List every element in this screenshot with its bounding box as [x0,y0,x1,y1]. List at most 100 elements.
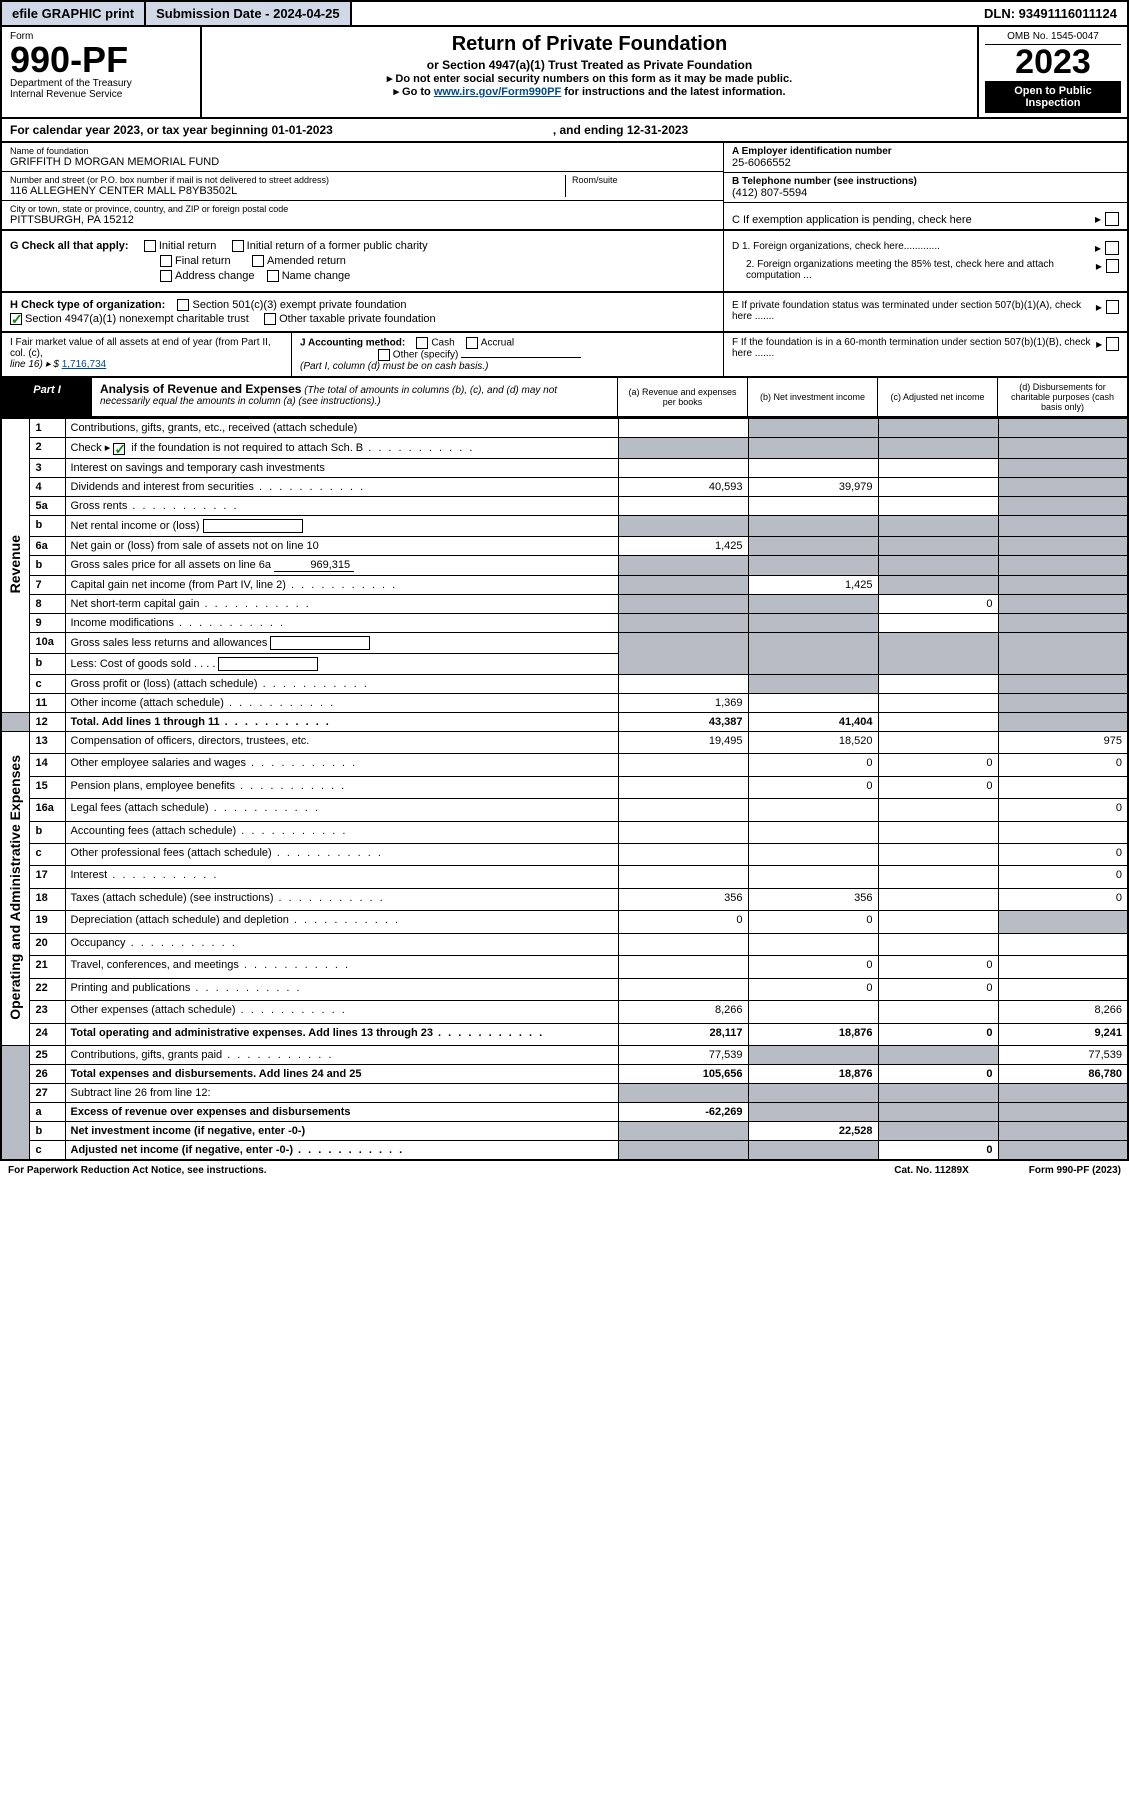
table-row: 21 Travel, conferences, and meetings 0 0 [1,956,1128,978]
h-other-checkbox[interactable] [264,313,276,325]
cell-d: 0 [998,866,1128,888]
g-amended-checkbox[interactable] [252,255,264,267]
table-row: 6a Net gain or (loss) from sale of asset… [1,536,1128,555]
table-row: 9 Income modifications [1,613,1128,632]
d1-checkbox[interactable] [1105,241,1119,255]
foundation-name-label: Name of foundation [10,146,715,156]
col-d-header: (d) Disbursements for charitable purpose… [997,378,1127,416]
d2-checkbox[interactable] [1106,259,1119,273]
subtitle3-pre: ▸ Go to [393,86,433,98]
line-desc: Other income (attach schedule) [65,693,618,712]
g-initial-former-checkbox[interactable] [232,240,244,252]
h-opt2-label: Section 4947(a)(1) nonexempt charitable … [25,313,249,325]
j-accrual-checkbox[interactable] [466,337,478,349]
cell-c [878,496,998,515]
g-final-return-checkbox[interactable] [160,255,172,267]
fmv-value-link[interactable]: 1,716,734 [62,359,107,370]
h-501c3-checkbox[interactable] [177,299,189,311]
line-desc: Other professional fees (attach schedule… [65,843,618,865]
cell-c [878,799,998,821]
cell-d [998,632,1128,674]
table-row: b Net investment income (if negative, en… [1,1122,1128,1141]
j-accrual-label: Accrual [481,338,514,349]
part-1-table: Revenue 1 Contributions, gifts, grants, … [0,418,1129,1161]
cell-b [748,1084,878,1103]
line-number: c [29,674,65,693]
open-to-public-badge: Open to Public Inspection [985,81,1121,113]
cell-b: 0 [748,754,878,776]
irs-link[interactable]: www.irs.gov/Form990PF [434,86,561,98]
c-checkbox[interactable] [1105,212,1119,226]
expenses-section-label: Operating and Administrative Expenses [1,731,29,1046]
cell-b: 22,528 [748,1122,878,1141]
section-f: F If the foundation is in a 60-month ter… [723,333,1127,376]
j-other-checkbox[interactable] [378,349,390,361]
table-row: 25 Contributions, gifts, grants paid 77,… [1,1046,1128,1065]
line-number: 2 [29,438,65,458]
cell-c [878,1103,998,1122]
cell-c: 0 [878,776,998,798]
table-row: 22 Printing and publications 0 0 [1,978,1128,1000]
e-checkbox[interactable] [1106,300,1119,314]
form-title-block: Return of Private Foundation or Section … [202,27,977,117]
line-number: c [29,1141,65,1161]
table-row: b Accounting fees (attach schedule) [1,821,1128,843]
cell-a: 8,266 [618,1001,748,1023]
cell-c [878,911,998,933]
cell-a [618,933,748,955]
inline-value: 969,315 [274,559,354,572]
cell-d [998,1122,1128,1141]
blank-vlabel [1,712,29,731]
section-h-e: H Check type of organization: Section 50… [0,293,1129,333]
table-row: 12 Total. Add lines 1 through 11 43,387 … [1,712,1128,731]
table-row: 16a Legal fees (attach schedule) 0 [1,799,1128,821]
line-desc: Capital gain net income (from Part IV, l… [65,575,618,594]
cell-a [618,555,748,575]
line-desc: Interest on savings and temporary cash i… [65,458,618,477]
cell-d [998,1084,1128,1103]
cell-a [618,594,748,613]
cell-b [748,843,878,865]
table-row: 20 Occupancy [1,933,1128,955]
cell-a: 19,495 [618,731,748,753]
table-row: Operating and Administrative Expenses 13… [1,731,1128,753]
cell-d [998,693,1128,712]
cell-a [618,496,748,515]
cell-b: 18,520 [748,731,878,753]
table-row: 26 Total expenses and disbursements. Add… [1,1065,1128,1084]
line-number: 9 [29,613,65,632]
calendar-year-row: For calendar year 2023, or tax year begi… [0,119,1129,143]
cell-c [878,888,998,910]
identity-block: Name of foundation GRIFFITH D MORGAN MEM… [0,143,1129,231]
line-desc: Gross profit or (loss) (attach schedule) [65,674,618,693]
cell-b: 356 [748,888,878,910]
line-number: 3 [29,458,65,477]
cell-b: 18,876 [748,1023,878,1045]
line-number: 8 [29,594,65,613]
line-desc: Interest [65,866,618,888]
cell-d: 975 [998,731,1128,753]
line-number: b [29,821,65,843]
g-address-change-checkbox[interactable] [160,270,172,282]
f-checkbox[interactable] [1106,337,1119,351]
i-line16: line 16) ▸ $ [10,359,59,370]
h-4947-checkbox[interactable] [10,313,22,325]
cell-d [998,477,1128,496]
g-name-change-checkbox[interactable] [267,270,279,282]
cell-d [998,911,1128,933]
line-number: 26 [29,1065,65,1084]
line-desc: Net gain or (loss) from sale of assets n… [65,536,618,555]
sch-b-checkbox[interactable] [113,443,125,455]
g-initial-return-checkbox[interactable] [144,240,156,252]
table-row: a Excess of revenue over expenses and di… [1,1103,1128,1122]
j-cash-checkbox[interactable] [416,337,428,349]
j-label: J Accounting method: [300,338,405,349]
arrow-icon [1095,241,1101,255]
ein-value: 25-6066552 [732,157,1119,169]
subtitle3-post: for instructions and the latest informat… [561,86,785,98]
efile-print-button[interactable]: efile GRAPHIC print [2,2,146,25]
part-1-column-headers: (a) Revenue and expenses per books (b) N… [617,378,1127,416]
line-number: 14 [29,754,65,776]
c-exemption-label: C If exemption application is pending, c… [732,214,972,226]
j-note: (Part I, column (d) must be on cash basi… [300,361,488,372]
